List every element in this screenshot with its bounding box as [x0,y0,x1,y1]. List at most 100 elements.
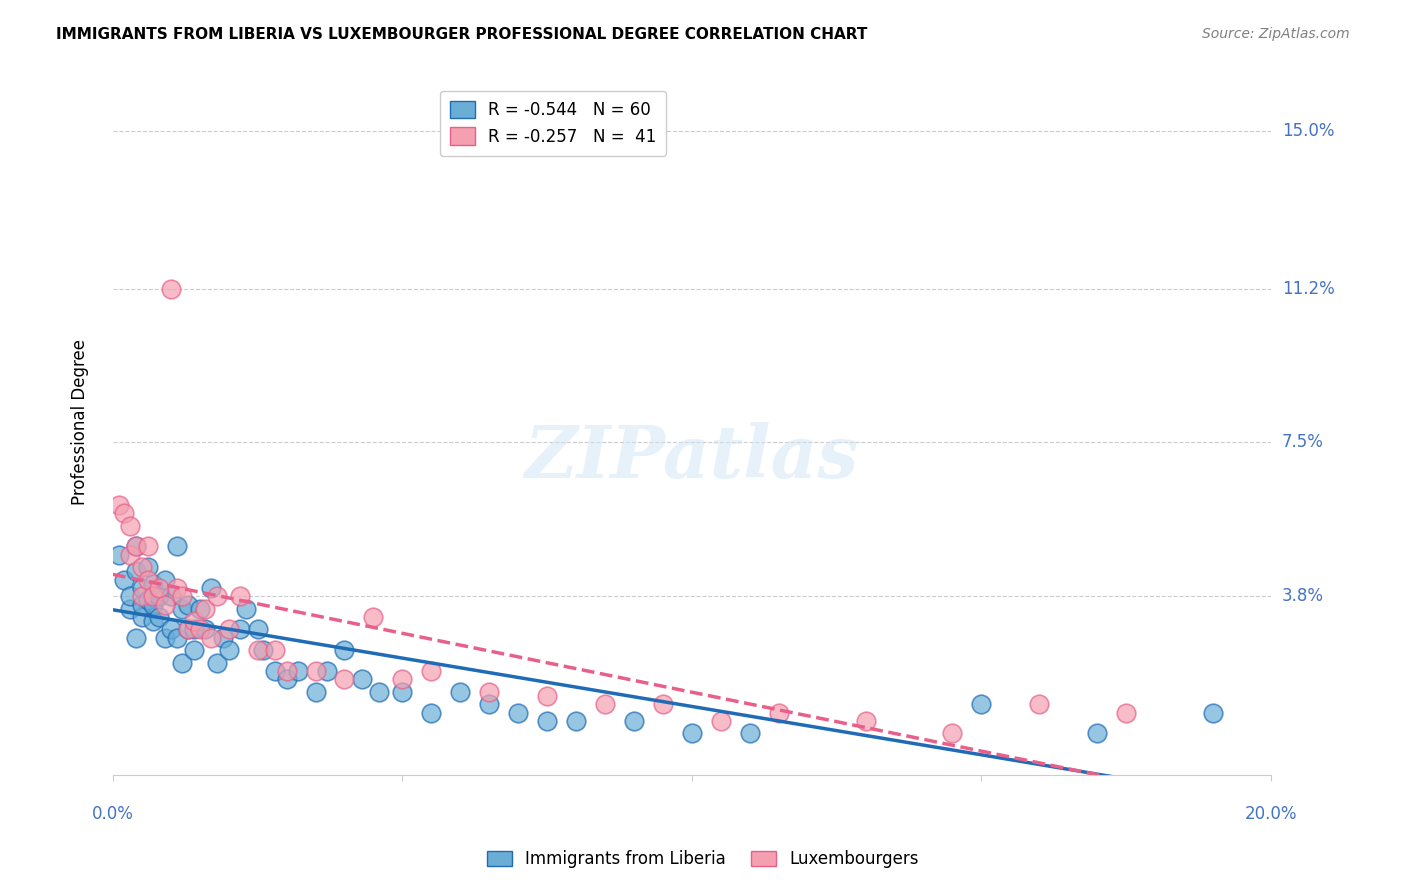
Point [142,576,165,591]
Point [136,560,159,574]
Point [449,685,471,699]
Point [142,598,165,612]
Point [264,643,287,657]
Point [148,581,170,595]
Legend: Immigrants from Liberia, Luxembourgers: Immigrants from Liberia, Luxembourgers [481,844,925,875]
Point [205,656,228,670]
Point [172,589,194,603]
Point [218,623,240,637]
Point [142,589,165,603]
Point [363,610,385,624]
Point [565,714,588,728]
Point [536,714,558,728]
Point [125,540,148,554]
Point [229,589,252,603]
Text: 11.2%: 11.2% [1282,280,1334,298]
Point [287,664,309,678]
Point [710,714,733,728]
Point [212,631,235,645]
Point [114,573,136,587]
Point [153,573,176,587]
Point [368,685,391,699]
Point [229,623,252,637]
Point [153,598,176,612]
Point [333,673,356,687]
Point [205,589,228,603]
Point [166,581,188,595]
Text: IMMIGRANTS FROM LIBERIA VS LUXEMBOURGER PROFESSIONAL DEGREE CORRELATION CHART: IMMIGRANTS FROM LIBERIA VS LUXEMBOURGER … [56,27,868,42]
Point [768,706,790,720]
Point [252,643,274,657]
Point [593,698,616,712]
Point [304,685,326,699]
Point [1085,726,1108,740]
Point [159,282,181,296]
Point [276,664,298,678]
Point [136,593,159,607]
Text: 3.8%: 3.8% [1282,587,1324,606]
Point [420,706,443,720]
Point [131,560,153,574]
Point [681,726,703,740]
Point [131,610,153,624]
Point [177,598,200,612]
Point [508,706,530,720]
Point [136,540,159,554]
Point [235,601,257,615]
Point [148,610,170,624]
Point [120,518,142,533]
Legend: R = -0.544   N = 60, R = -0.257   N =  41: R = -0.544 N = 60, R = -0.257 N = 41 [440,91,666,155]
Point [194,601,217,615]
Point [855,714,877,728]
Point [1202,706,1225,720]
Point [1028,698,1050,712]
Point [350,673,373,687]
Point [159,589,181,603]
Point [107,498,129,512]
Point [107,548,129,562]
Point [246,643,269,657]
Point [1115,706,1137,720]
Point [200,631,222,645]
Point [142,614,165,628]
Point [623,714,645,728]
Point [738,726,761,740]
Point [391,673,413,687]
Point [172,601,194,615]
Point [183,614,205,628]
Point [120,548,142,562]
Point [218,643,240,657]
Point [120,589,142,603]
Point [478,685,501,699]
Point [172,656,194,670]
Point [159,623,181,637]
Point [420,664,443,678]
Point [264,664,287,678]
Text: 7.5%: 7.5% [1282,434,1324,451]
Point [120,601,142,615]
Text: ZIPatlas: ZIPatlas [524,422,859,492]
Point [970,698,993,712]
Point [316,664,339,678]
Point [276,673,298,687]
Point [177,623,200,637]
Text: 0.0%: 0.0% [91,805,134,823]
Point [131,589,153,603]
Point [941,726,963,740]
Text: 15.0%: 15.0% [1282,122,1334,140]
Point [148,589,170,603]
Point [304,664,326,678]
Point [478,698,501,712]
Point [200,581,222,595]
Text: 20.0%: 20.0% [1244,805,1298,823]
Point [194,623,217,637]
Text: Source: ZipAtlas.com: Source: ZipAtlas.com [1202,27,1350,41]
Point [131,581,153,595]
Point [114,506,136,520]
Point [153,631,176,645]
Point [391,685,413,699]
Point [125,540,148,554]
Point [177,623,200,637]
Point [166,631,188,645]
Point [136,573,159,587]
